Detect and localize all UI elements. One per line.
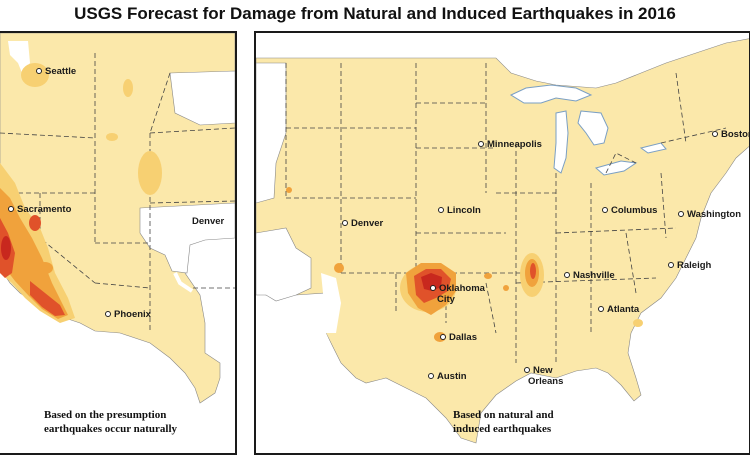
city-phoenix: Phoenix [105, 309, 151, 320]
city-marker-icon [668, 262, 674, 269]
central-eastern-us-landmass [256, 38, 749, 444]
city-marker-icon [564, 272, 570, 279]
california-hazard-moderate [0, 188, 68, 319]
natural-forecast-map: Seattle Sacramento Denver Phoenix Based … [0, 31, 237, 455]
northern-plains-unshaded [169, 70, 235, 126]
charleston-hazard-zone [633, 319, 643, 327]
left-map-caption: Based on the presumption earthquakes occ… [44, 408, 177, 436]
new-madrid-hazard-high [530, 263, 536, 279]
montana-hazard-zone [106, 133, 118, 141]
seattle-hazard-zone [21, 63, 49, 87]
city-marker-icon [678, 211, 684, 218]
city-marker-icon [712, 131, 718, 138]
city-marker-icon [36, 68, 42, 75]
oregon-hazard-zone [123, 79, 133, 97]
city-denver: Denver [192, 216, 225, 227]
idaho-hazard-zone [138, 151, 162, 195]
city-austin: Austin [428, 371, 467, 382]
city-washington: Washington [678, 209, 741, 220]
lake-erie [594, 160, 638, 176]
city-marker-icon [428, 373, 434, 380]
city-lincoln: Lincoln [438, 205, 481, 216]
socal-hazard-high [30, 281, 65, 316]
lake-huron [577, 110, 609, 146]
southwest-unshaded [256, 227, 312, 302]
city-minneapolis: Minneapolis [478, 139, 542, 150]
city-marker-icon [430, 285, 436, 292]
city-nashville: Nashville [564, 270, 615, 281]
city-marker-icon [105, 311, 111, 318]
caption-line-2: induced earthquakes [453, 423, 552, 435]
city-marker-icon [602, 207, 608, 214]
city-boston: Boston [712, 129, 749, 140]
puget-sound [8, 41, 30, 73]
map-title: USGS Forecast for Damage from Natural an… [74, 4, 676, 23]
colorado-river [173, 272, 194, 293]
city-marker-icon [342, 220, 348, 227]
right-map-caption: Based on natural and induced earthquakes [453, 408, 554, 436]
city-marker-icon [8, 206, 14, 213]
nevada-hazard-zone [37, 262, 53, 274]
city-new-orleans: New Orleans [524, 365, 563, 387]
lake-superior [509, 84, 593, 104]
city-marker-icon [598, 306, 604, 313]
colorado-hazard-zone [334, 263, 344, 273]
caption-line-2: earthquakes occur naturally [44, 423, 178, 435]
induced-forecast-map: Minneapolis Boston Denver Lincoln Columb… [254, 31, 750, 455]
city-denver: Denver [342, 218, 383, 229]
west-edge-hazard-zone [286, 187, 292, 193]
bay-area-hazard-veryhigh [1, 236, 11, 260]
state-borders [285, 63, 727, 363]
city-raleigh: Raleigh [668, 260, 711, 271]
arkansas-hazard-zone [503, 285, 509, 291]
city-marker-icon [438, 207, 444, 214]
western-us-map-graphic [0, 33, 235, 453]
city-atlanta: Atlanta [598, 304, 639, 315]
lake-michigan [553, 110, 569, 174]
caption-line-1: Based on natural and [453, 409, 554, 421]
city-oklahoma-city: Oklahoma City [430, 283, 485, 305]
city-marker-icon [478, 141, 484, 148]
city-marker-icon [524, 367, 530, 374]
city-sacramento: Sacramento [8, 204, 71, 215]
central-eastern-us-map-graphic [256, 38, 749, 444]
lake-ontario [639, 142, 667, 154]
oklahoma-hazard-veryhigh [421, 273, 442, 291]
caption-line-1: Based on the presumption [44, 409, 167, 421]
city-marker-icon [440, 334, 446, 341]
new-mexico-unshaded [321, 273, 341, 333]
mexico-unshaded [256, 295, 356, 393]
kansas-hazard-zone [484, 273, 492, 279]
sacramento-hazard-high [29, 215, 41, 231]
city-seattle: Seattle [36, 66, 76, 77]
city-dallas: Dallas [440, 332, 477, 343]
city-columbus: Columbus [602, 205, 657, 216]
